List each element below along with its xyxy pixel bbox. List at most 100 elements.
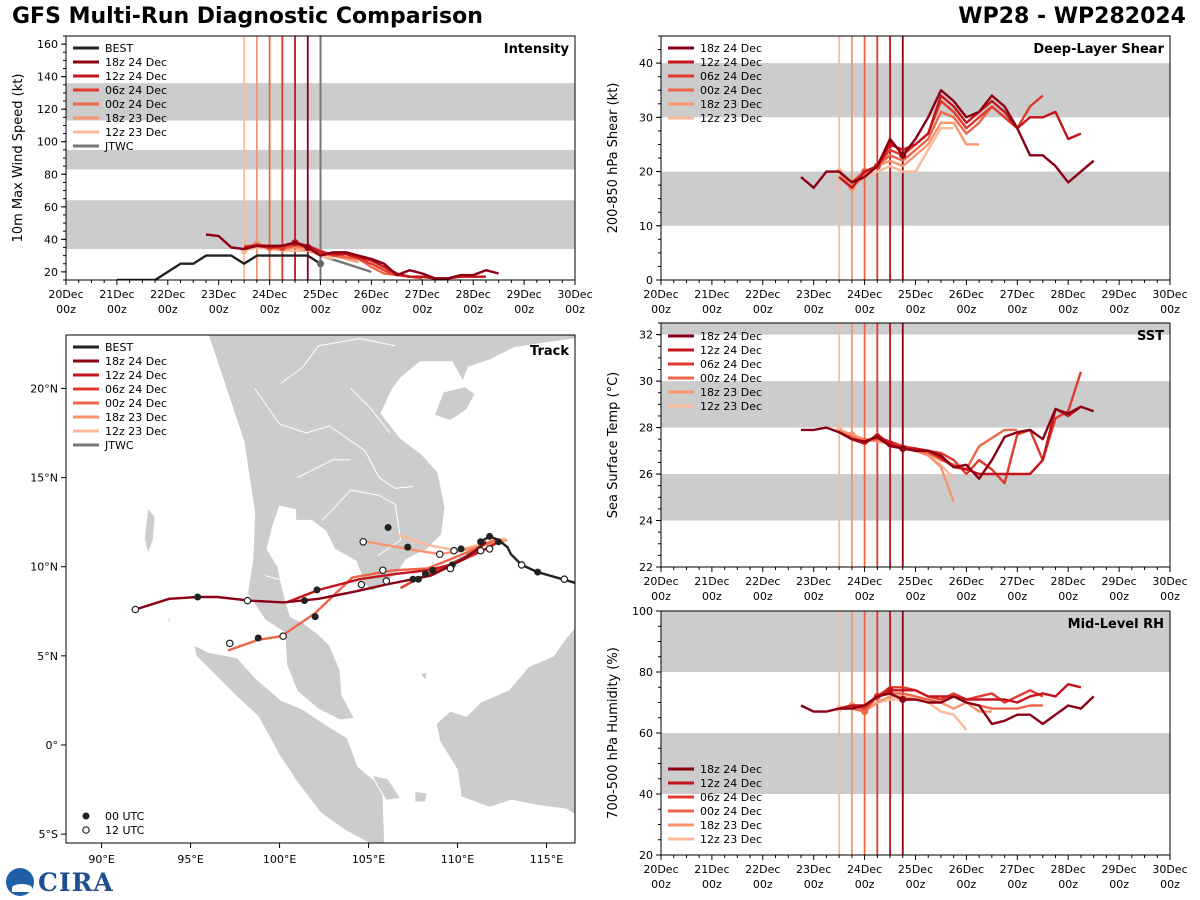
track-point-12utc — [517, 561, 526, 569]
intensity-ytick-label: 140 — [37, 71, 58, 84]
shear-xtick-sublabel: 00z — [906, 303, 926, 316]
track-point-12utc — [243, 596, 252, 605]
track-00z-24-Dec — [227, 538, 496, 652]
intensity-plot-area — [66, 36, 575, 280]
land-mass-3 — [435, 626, 575, 816]
shear-legend-label: 18z 23 Dec — [700, 98, 762, 111]
track-xtick-label: 90°E — [88, 853, 114, 866]
track-point-00utc — [494, 538, 502, 546]
track-point-12utc — [359, 537, 368, 546]
border-line-2 — [281, 338, 396, 384]
sst-xtick-label: 21Dec — [694, 575, 729, 588]
rh-panel: 20 40 60 80 100 20Dec 00z 21Dec 00z 22Dec 00z 23Dec… — [606, 605, 1188, 891]
track-xtick-label: 110°E — [441, 853, 474, 866]
land-mass-2 — [193, 644, 386, 843]
rh-xtick-label: 23Dec — [796, 863, 831, 876]
track-point-00utc — [404, 543, 412, 551]
marker-legend-00utc-label: 00 UTC — [105, 810, 145, 823]
rh-ylabel: 700-500 hPa Humidity (%) — [606, 647, 621, 819]
shear-plot-area — [661, 36, 1170, 280]
sst-panel: 22 24 26 28 30 32 20Dec 00z 21Dec 00z 22Dec 00z 23De… — [606, 322, 1188, 603]
shear-panel: 0 10 20 30 40 20Dec 00z 21Dec 00z 22Dec 00z 23Dec 00… — [606, 35, 1188, 316]
shear-ytick-label: 30 — [639, 111, 653, 124]
shear-xtick-sublabel: 00z — [1007, 303, 1027, 316]
land-mass-8 — [371, 774, 402, 801]
intensity-ytick-label: 60 — [44, 201, 58, 214]
intensity-xtick-sublabel: 00z — [56, 303, 76, 316]
shear-ylabel: 200-850 hPa Shear (kt) — [606, 83, 621, 234]
shear-legend-label: 18z 24 Dec — [700, 42, 762, 55]
rh-xtick-label: 28Dec — [1051, 863, 1086, 876]
intensity-xtick-sublabel: 00z — [514, 303, 534, 316]
intensity-xtick-label: 28Dec — [456, 288, 491, 301]
track-legend-label: 18z 24 Dec — [105, 355, 167, 368]
rh-xtick-sublabel: 00z — [957, 878, 977, 891]
shear-xtick-sublabel: 00z — [651, 303, 671, 316]
intensity-xtick-sublabel: 00z — [209, 303, 229, 316]
track-ytick-label: 15°N — [30, 472, 58, 485]
track-xtick-label: 100°E — [263, 853, 296, 866]
track-ytick-label: 10°N — [30, 561, 58, 574]
shear-legend-label: 12z 23 Dec — [700, 112, 762, 125]
sst-xtick-sublabel: 00z — [906, 590, 926, 603]
sst-xtick-sublabel: 00z — [804, 590, 824, 603]
sst-xtick-label: 29Dec — [1101, 575, 1136, 588]
sst-ytick-label: 24 — [639, 515, 653, 528]
intensity-title: Intensity — [504, 42, 570, 57]
sst-xtick-sublabel: 00z — [1007, 590, 1027, 603]
noaa-cira-logo: CIRA — [4, 866, 114, 898]
intensity-xtick-label: 21Dec — [99, 288, 134, 301]
shear-xtick-sublabel: 00z — [804, 303, 824, 316]
track-point-12utc — [279, 632, 287, 641]
rh-init-point — [886, 686, 894, 694]
shear-ytick-label: 10 — [639, 220, 653, 233]
intensity-xtick-label: 22Dec — [150, 288, 185, 301]
intensity-legend-label: JTWC — [104, 140, 134, 153]
rh-xtick-sublabel: 00z — [804, 878, 824, 891]
rh-xtick-label: 27Dec — [1000, 863, 1035, 876]
track-point-12utc — [225, 639, 234, 648]
sst-legend-label: 06z 24 Dec — [700, 358, 762, 371]
intensity-ytick-label: 20 — [44, 266, 58, 279]
shear-init-point — [899, 151, 907, 159]
rh-xtick-sublabel: 00z — [1160, 878, 1180, 891]
sst-xtick-label: 24Dec — [847, 575, 882, 588]
intensity-ylabel: 10m Max Wind Speed (kt) — [11, 74, 26, 243]
sst-band-2 — [661, 323, 1170, 335]
intensity-legend-label: 12z 23 Dec — [105, 126, 167, 139]
sst-legend-label: 12z 24 Dec — [700, 344, 762, 357]
track-legend-label: 12z 23 Dec — [105, 425, 167, 438]
track-plot-area — [66, 335, 575, 843]
land-mass-9 — [414, 790, 428, 803]
intensity-xtick-sublabel: 00z — [107, 303, 127, 316]
track-ytick-label: 5°S — [39, 828, 58, 841]
track-point-12utc — [450, 546, 458, 555]
cira-wordmark: CIRA — [38, 868, 114, 897]
intensity-legend-label: 18z 23 Dec — [105, 112, 167, 125]
rh-legend-label: 12z 24 Dec — [700, 777, 762, 790]
shear-ytick-label: 0 — [646, 274, 653, 287]
shear-series-18z-24-Dec — [800, 88, 1095, 190]
rh-xtick-label: 20Dec — [643, 863, 678, 876]
intensity-xtick-sublabel: 00z — [463, 303, 483, 316]
intensity-ytick-label: 100 — [37, 136, 58, 149]
sst-ylabel: Sea Surface Temp (°C) — [606, 372, 621, 519]
shear-xtick-label: 29Dec — [1101, 288, 1136, 301]
track-point-00utc — [313, 586, 321, 594]
track-18z-24-Dec — [135, 540, 487, 611]
sst-xtick-sublabel: 00z — [1109, 590, 1129, 603]
shear-xtick-sublabel: 00z — [753, 303, 773, 316]
rh-band-1 — [661, 611, 1170, 672]
rh-xtick-label: 22Dec — [745, 863, 780, 876]
shear-xtick-label: 27Dec — [1000, 288, 1035, 301]
shear-title: Deep-Layer Shear — [1033, 42, 1164, 57]
track-point-00utc — [422, 570, 430, 578]
intensity-series-18z-24-Dec — [205, 233, 499, 280]
rh-band-0 — [661, 733, 1170, 794]
track-xtick-label: 95°E — [177, 853, 203, 866]
sst-xtick-label: 22Dec — [745, 575, 780, 588]
intensity-xtick-label: 23Dec — [201, 288, 236, 301]
